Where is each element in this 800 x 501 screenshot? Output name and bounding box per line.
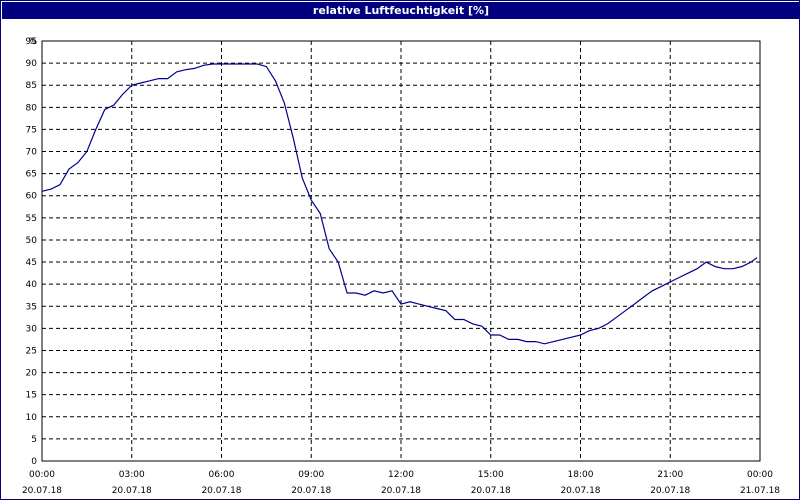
y-tick-label: 85	[26, 81, 37, 91]
y-tick-label: 95	[26, 37, 37, 47]
x-tick-time-label: 18:00	[568, 470, 594, 480]
x-tick-time-label: 12:00	[388, 470, 414, 480]
x-tick-time-label: 00:00	[29, 470, 55, 480]
x-tick-date-label: 20.07.18	[560, 486, 600, 496]
y-tick-label: 60	[26, 192, 38, 202]
x-tick-date-label: 20.07.18	[291, 486, 331, 496]
x-tick-time-label: 15:00	[478, 470, 504, 480]
x-tick-date-label: 20.07.18	[381, 486, 421, 496]
y-tick-label: 70	[26, 148, 38, 158]
y-tick-label: 80	[26, 103, 38, 113]
y-tick-label: 50	[26, 236, 38, 246]
x-tick-date-label: 21.07.18	[740, 486, 780, 496]
y-tick-label: 15	[26, 391, 37, 401]
y-tick-label: 5	[31, 435, 37, 445]
y-axis-label: %	[28, 37, 37, 47]
y-tick-label: 75	[26, 125, 37, 135]
y-tick-label: 90	[26, 59, 38, 69]
x-tick-date-label: 20.07.18	[112, 486, 152, 496]
y-tick-label: 65	[26, 170, 37, 180]
plot-border	[41, 40, 761, 462]
y-tick-label: 0	[31, 457, 37, 467]
x-tick-date-label: 20.07.18	[22, 486, 62, 496]
x-tick-time-label: 21:00	[657, 470, 683, 480]
y-tick-label: 30	[26, 324, 38, 334]
y-tick-label: 40	[26, 280, 38, 290]
x-tick-date-label: 20.07.18	[201, 486, 241, 496]
y-tick-label: 35	[26, 302, 37, 312]
y-tick-label: 20	[26, 369, 38, 379]
x-tick-time-label: 03:00	[119, 470, 145, 480]
x-tick-time-label: 09:00	[298, 470, 324, 480]
y-tick-label: 45	[26, 258, 37, 268]
y-tick-label: 10	[26, 413, 38, 423]
chart-title-bar: relative Luftfeuchtigkeit [%]	[2, 2, 800, 19]
x-tick-date-label: 20.07.18	[650, 486, 690, 496]
y-tick-label: 55	[26, 214, 37, 224]
y-tick-label: 25	[26, 346, 37, 356]
chart-title: relative Luftfeuchtigkeit [%]	[312, 4, 490, 17]
x-tick-date-label: 20.07.18	[471, 486, 511, 496]
x-tick-time-label: 00:00	[747, 470, 773, 480]
x-tick-time-label: 06:00	[209, 470, 235, 480]
humidity-series-line	[41, 63, 758, 345]
